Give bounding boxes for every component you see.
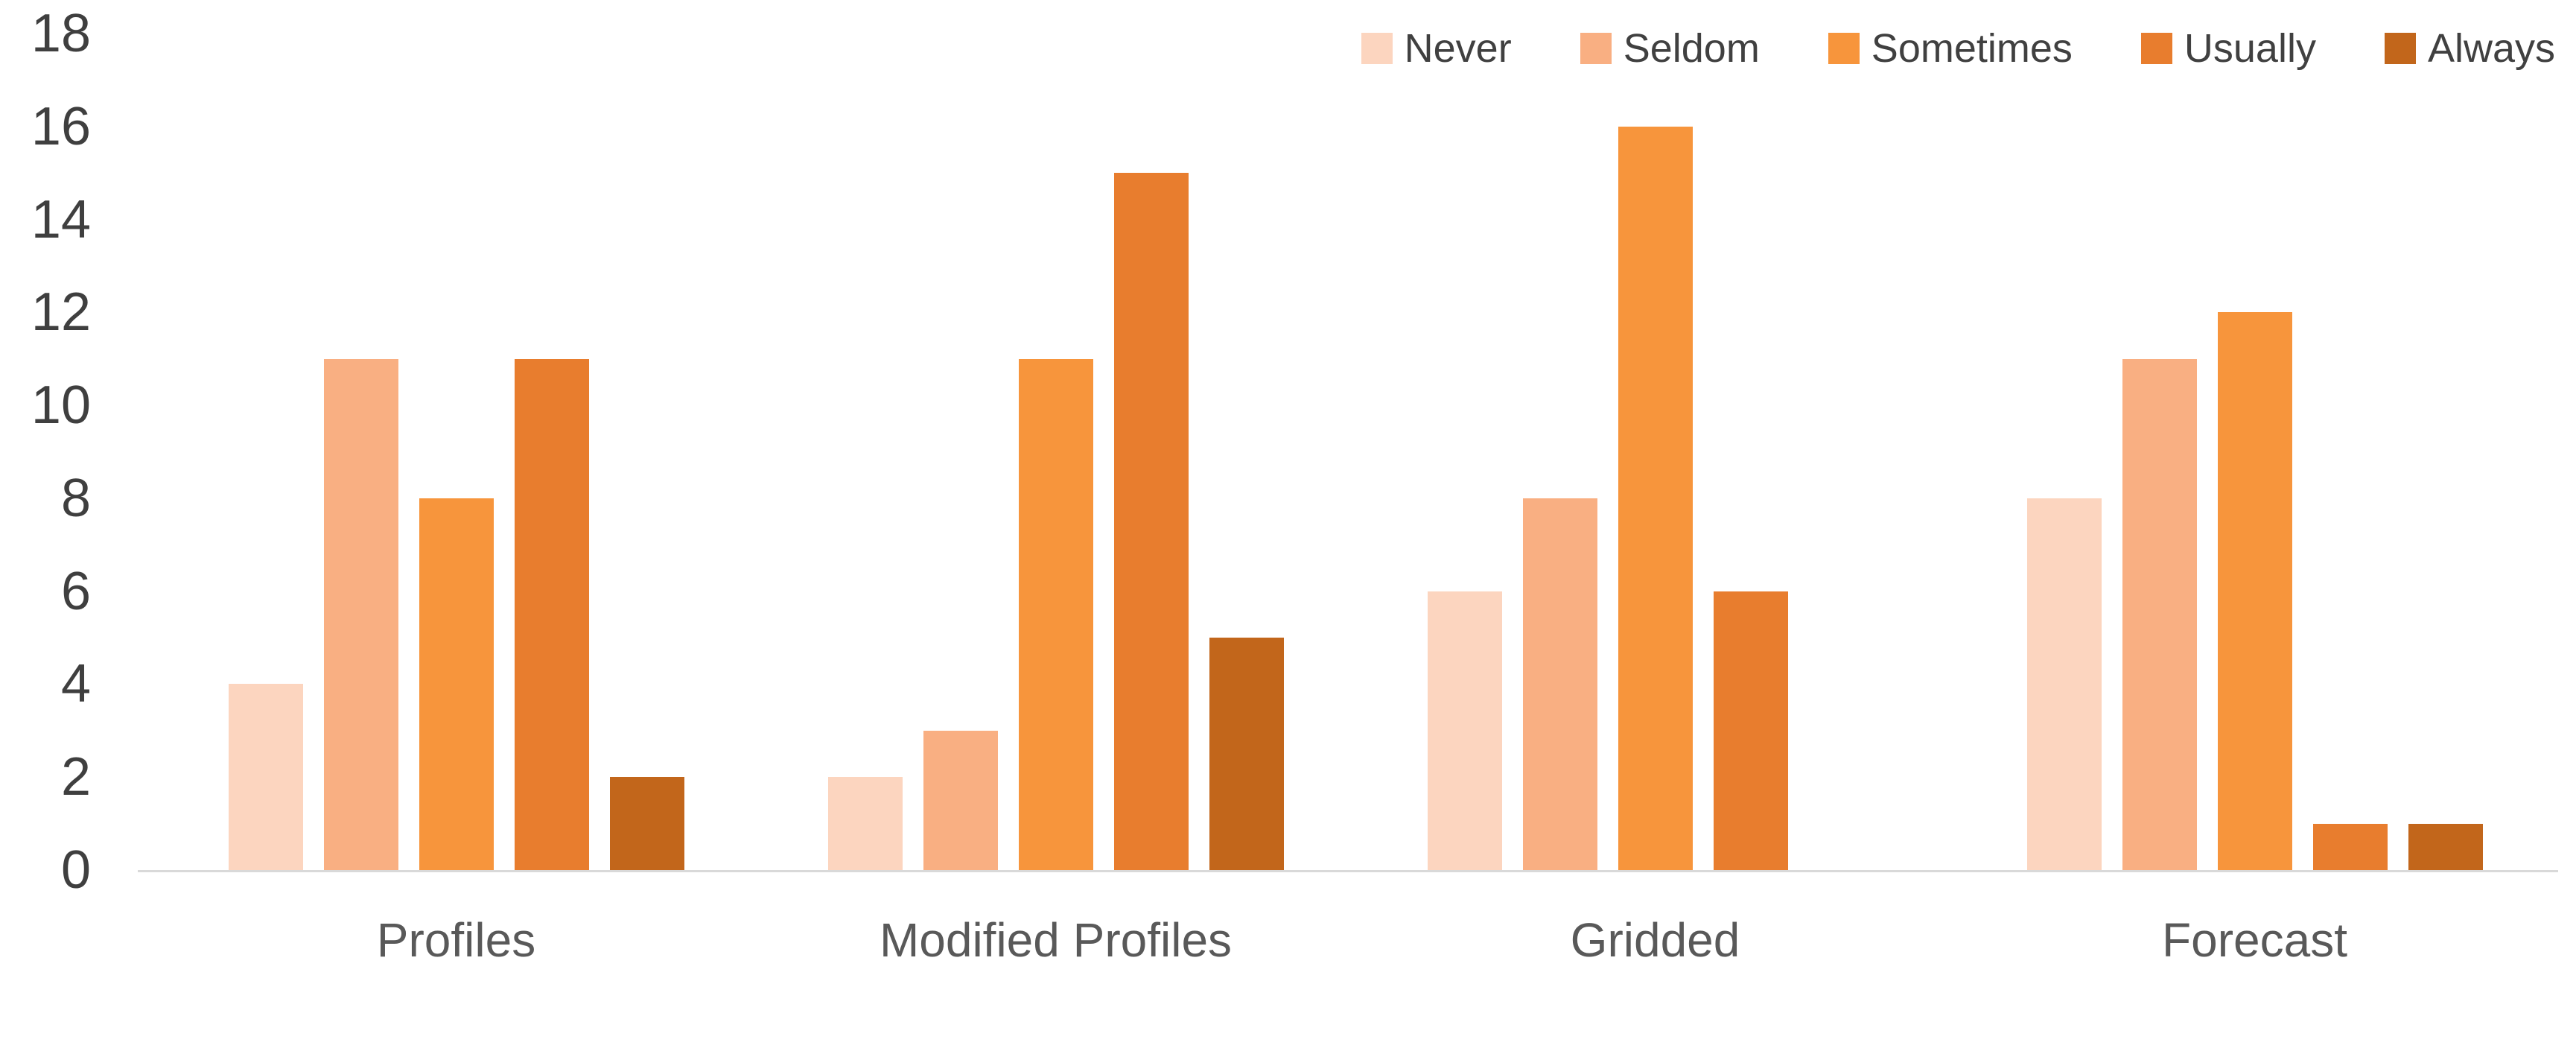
category-label-profiles: Profiles <box>376 913 536 967</box>
bar-sometimes-gridded <box>1618 126 1693 870</box>
bar-usually-modified-profiles <box>1113 173 1189 870</box>
legend-label: Usually <box>2184 26 2316 71</box>
y-axis-tick-label: 2 <box>60 747 91 807</box>
y-axis-tick-label: 10 <box>31 375 91 436</box>
legend-item-always: Always <box>2384 26 2555 71</box>
bar-always-profiles <box>609 777 684 870</box>
bar-sometimes-modified-profiles <box>1018 358 1093 870</box>
bar-never-modified-profiles <box>827 777 903 870</box>
y-axis-tick-label: 12 <box>31 282 91 343</box>
bar-never-profiles <box>228 684 303 870</box>
y-axis-tick-label: 8 <box>60 468 91 528</box>
legend-swatch-icon <box>2140 33 2172 64</box>
legend-item-never: Never <box>1361 28 1512 69</box>
legend-swatch-icon <box>1361 33 1393 64</box>
legend-item-sometimes: Sometimes <box>1828 28 2073 69</box>
category-label-gridded: Gridded <box>1570 913 1740 967</box>
legend-item-usually: Usually <box>2140 26 2316 71</box>
y-axis-tick-label: 14 <box>31 189 91 250</box>
category-label-forecast: Forecast <box>2162 913 2347 967</box>
category-label-modified-profiles: Modified Profiles <box>879 913 1233 967</box>
y-axis-tick-label: 18 <box>31 4 91 63</box>
legend-swatch-icon <box>1580 33 1612 64</box>
legend-label: Always <box>2427 26 2555 71</box>
bar-never-gridded <box>1427 591 1502 870</box>
bar-seldom-forecast <box>2122 358 2197 870</box>
bar-always-forecast <box>2408 823 2483 870</box>
bar-never-forecast <box>2026 498 2102 870</box>
legend-item-seldom: Seldom <box>1580 28 1760 69</box>
y-axis-tick-label: 4 <box>60 654 91 714</box>
legend: Never Seldom Sometimes Usually Always <box>1361 28 2555 69</box>
bar-seldom-gridded <box>1522 498 1597 870</box>
legend-label: Never <box>1404 26 1512 71</box>
legend-swatch-icon <box>1828 33 1860 64</box>
bar-seldom-profiles <box>323 358 398 870</box>
bar-always-modified-profiles <box>1209 638 1284 870</box>
y-axis-tick-label: 16 <box>31 96 91 156</box>
y-axis-tick-label: 6 <box>60 561 91 621</box>
x-axis-line <box>138 870 2558 872</box>
bar-sometimes-profiles <box>419 498 494 870</box>
legend-label: Seldom <box>1623 26 1760 71</box>
bar-usually-profiles <box>514 358 589 870</box>
legend-label: Sometimes <box>1871 26 2073 71</box>
bar-sometimes-forecast <box>2217 312 2292 870</box>
bar-seldom-modified-profiles <box>923 730 998 870</box>
y-axis-tick-label: 0 <box>60 840 91 900</box>
bar-usually-gridded <box>1713 591 1788 870</box>
legend-swatch-icon <box>2384 33 2416 64</box>
bar-usually-forecast <box>2312 823 2388 870</box>
